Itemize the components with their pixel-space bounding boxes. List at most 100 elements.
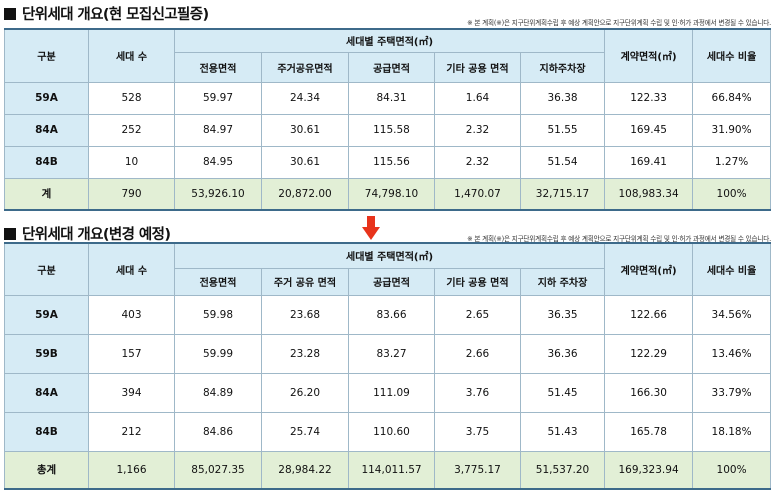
table-total-row: 총계 1,166 85,027.35 28,984.22 114,011.57 … (4, 450, 772, 490)
cell-supply: 115.56 (348, 145, 435, 179)
cell-exclusive: 53,926.10 (174, 177, 262, 211)
table-row: 59B 157 59.99 23.28 83.27 2.66 36.36 122… (4, 333, 772, 374)
cell-exclusive: 84.86 (174, 411, 262, 452)
cell-contract: 169.45 (604, 113, 694, 147)
header-parking: 지하주차장 (519, 51, 606, 83)
header-contract: 계약면적(㎡) (604, 242, 694, 296)
cell-exclusive: 59.98 (174, 294, 262, 335)
table2-note: ※ 본 계획(※)은 지구단위계획수립 후 예상 계획안으로 지구단위계획 수립… (467, 235, 771, 243)
cell-contract: 122.29 (604, 333, 694, 374)
header-units: 세대 수 (88, 242, 175, 296)
cell-supply: 110.60 (348, 411, 435, 452)
cell-contract: 169,323.94 (604, 450, 694, 490)
cell-ratio: 33.79% (692, 372, 772, 413)
table2-section: 단위세대 개요(변경 예정) ※ 본 계획(※)은 지구단위계획수립 후 예상 … (0, 218, 773, 490)
table1-title: 단위세대 개요(현 모집신고필증) (4, 3, 209, 24)
cell-ratio: 31.90% (692, 113, 772, 147)
cell-ratio: 1.27% (692, 145, 772, 179)
header-ratio: 세대수 비율 (692, 28, 772, 83)
cell-ratio: 66.84% (692, 81, 772, 115)
cell-supply: 84.31 (348, 81, 435, 115)
cell-residential-common: 25.74 (261, 411, 349, 452)
cell-other-common: 2.66 (434, 333, 521, 374)
cell-contract: 108,983.34 (604, 177, 694, 211)
cell-units: 790 (88, 177, 175, 211)
cell-exclusive: 59.99 (174, 333, 262, 374)
cell-supply: 83.66 (348, 294, 435, 335)
cell-supply: 111.09 (348, 372, 435, 413)
header-type: 구분 (4, 242, 89, 296)
cell-contract: 169.41 (604, 145, 694, 179)
cell-residential-common: 23.68 (261, 294, 349, 335)
cell-other-common: 2.32 (434, 113, 521, 147)
cell-parking: 51.54 (519, 145, 606, 179)
header-type: 구분 (4, 28, 89, 83)
table1: 구분 세대 수 세대별 주택면적(㎡) 계약면적(㎡) 세대수 비율 전용면적 … (4, 28, 772, 211)
cell-exclusive: 85,027.35 (174, 450, 262, 490)
header-units: 세대 수 (88, 28, 175, 83)
cell-residential-common: 24.34 (261, 81, 349, 115)
cell-parking: 36.38 (519, 81, 606, 115)
cell-units: 252 (88, 113, 175, 147)
square-bullet-icon (4, 228, 16, 240)
header-other-common: 기타 공용 면적 (434, 51, 521, 83)
header-supply: 공급면적 (348, 51, 435, 83)
cell-units: 528 (88, 81, 175, 115)
square-bullet-icon (4, 8, 16, 20)
cell-parking: 36.36 (519, 333, 606, 374)
cell-supply: 115.58 (348, 113, 435, 147)
cell-contract: 122.66 (604, 294, 694, 335)
cell-parking: 51.55 (519, 113, 606, 147)
cell-type: 59B (4, 333, 89, 374)
header-supply: 공급면적 (348, 267, 435, 296)
cell-residential-common: 30.61 (261, 113, 349, 147)
cell-type: 84B (4, 411, 89, 452)
header-area-group: 세대별 주택면적(㎡) (173, 242, 606, 269)
cell-type: 84A (4, 372, 89, 413)
cell-ratio: 100% (692, 177, 772, 211)
cell-residential-common: 20,872.00 (261, 177, 349, 211)
table-row: 59A 403 59.98 23.68 83.66 2.65 36.35 122… (4, 294, 772, 335)
cell-ratio: 100% (692, 450, 772, 490)
cell-exclusive: 84.95 (174, 145, 262, 179)
cell-units: 212 (88, 411, 175, 452)
cell-other-common: 2.32 (434, 145, 521, 179)
cell-other-common: 3.75 (434, 411, 521, 452)
table-row: 84B 10 84.95 30.61 115.56 2.32 51.54 169… (4, 145, 772, 179)
cell-contract: 122.33 (604, 81, 694, 115)
table1-section: 단위세대 개요(현 모집신고필증) ※ 본 계획(※)은 지구단위계획수립 후 … (0, 0, 773, 214)
cell-type: 총계 (4, 450, 89, 490)
cell-type: 84B (4, 145, 89, 179)
cell-type: 59A (4, 294, 89, 335)
header-exclusive: 전용면적 (174, 267, 262, 296)
header-exclusive: 전용면적 (174, 51, 262, 83)
table2: 구분 세대 수 세대별 주택면적(㎡) 계약면적(㎡) 세대수 비율 전용면적 … (4, 242, 772, 490)
cell-exclusive: 84.89 (174, 372, 262, 413)
cell-contract: 165.78 (604, 411, 694, 452)
header-other-common: 기타 공용 면적 (434, 267, 521, 296)
cell-ratio: 34.56% (692, 294, 772, 335)
table-row: 84B 212 84.86 25.74 110.60 3.75 51.43 16… (4, 411, 772, 452)
cell-supply: 74,798.10 (348, 177, 435, 211)
cell-ratio: 13.46% (692, 333, 772, 374)
cell-other-common: 1,470.07 (434, 177, 521, 211)
cell-residential-common: 26.20 (261, 372, 349, 413)
table-row: 84A 394 84.89 26.20 111.09 3.76 51.45 16… (4, 372, 772, 413)
cell-other-common: 3,775.17 (434, 450, 521, 490)
cell-parking: 32,715.17 (519, 177, 606, 211)
cell-ratio: 18.18% (692, 411, 772, 452)
cell-parking: 36.35 (519, 294, 606, 335)
cell-parking: 51.43 (519, 411, 606, 452)
cell-parking: 51,537.20 (519, 450, 606, 490)
cell-units: 403 (88, 294, 175, 335)
cell-units: 10 (88, 145, 175, 179)
cell-residential-common: 30.61 (261, 145, 349, 179)
header-ratio: 세대수 비율 (692, 242, 772, 296)
cell-units: 157 (88, 333, 175, 374)
cell-type: 계 (4, 177, 89, 211)
cell-supply: 83.27 (348, 333, 435, 374)
cell-type: 59A (4, 81, 89, 115)
table1-note: ※ 본 계획(※)은 지구단위계획수립 후 예상 계획안으로 지구단위계획 수립… (467, 19, 771, 27)
cell-units: 1,166 (88, 450, 175, 490)
header-area-group: 세대별 주택면적(㎡) (173, 28, 606, 53)
